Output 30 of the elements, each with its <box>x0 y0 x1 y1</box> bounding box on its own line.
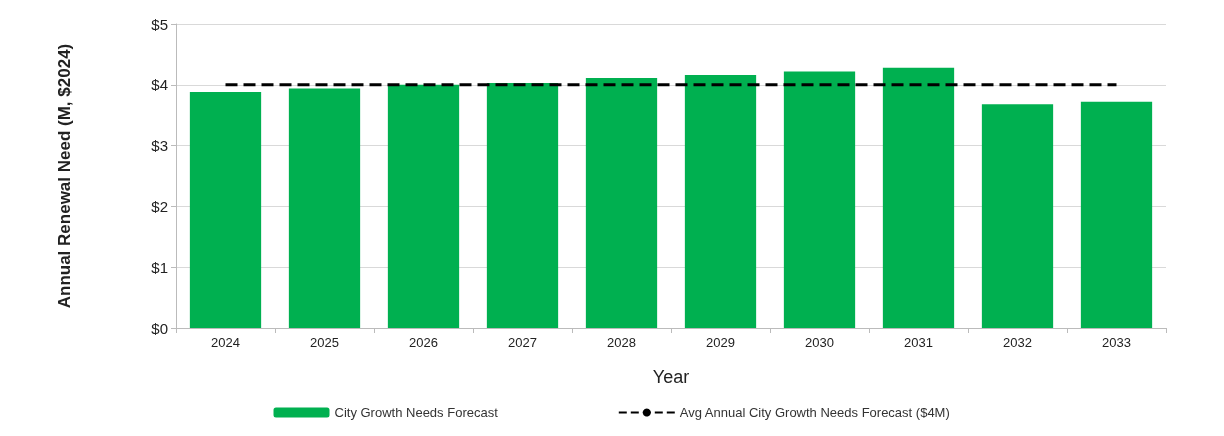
bar <box>882 67 955 328</box>
y-tick-label: $0 <box>151 319 168 337</box>
y-tick-label: $5 <box>151 15 168 33</box>
x-tick-label: 2033 <box>1102 335 1131 350</box>
bar <box>1080 101 1153 328</box>
y-axis-title: Annual Renewal Need (M, $2024) <box>54 43 74 309</box>
x-axis-title: Year <box>652 367 690 387</box>
legend-label: City Growth Needs Forecast <box>334 405 499 420</box>
x-tick-label: 2030 <box>805 335 834 350</box>
x-tick-label: 2031 <box>904 335 933 350</box>
bar <box>189 92 262 328</box>
bar <box>387 84 460 328</box>
bar <box>288 88 361 328</box>
bar <box>585 78 658 328</box>
x-tick-label: 2024 <box>211 335 240 350</box>
y-tick-label: $4 <box>151 76 168 94</box>
y-tick-label: $2 <box>151 197 168 215</box>
legend-label: Avg Annual City Growth Needs Forecast ($4M) <box>679 405 950 420</box>
x-tick-label: 2025 <box>310 335 339 350</box>
bar <box>981 104 1054 328</box>
bar <box>684 75 757 328</box>
y-tick-label: $3 <box>151 137 168 155</box>
x-tick-label: 2028 <box>607 335 636 350</box>
bar <box>783 71 856 328</box>
x-tick-label: 2029 <box>706 335 735 350</box>
x-tick-label: 2026 <box>409 335 438 350</box>
x-tick-label: 2032 <box>1003 335 1032 350</box>
x-tick-label: 2027 <box>508 335 537 350</box>
bar <box>486 82 559 328</box>
y-tick-label: $1 <box>151 258 168 276</box>
